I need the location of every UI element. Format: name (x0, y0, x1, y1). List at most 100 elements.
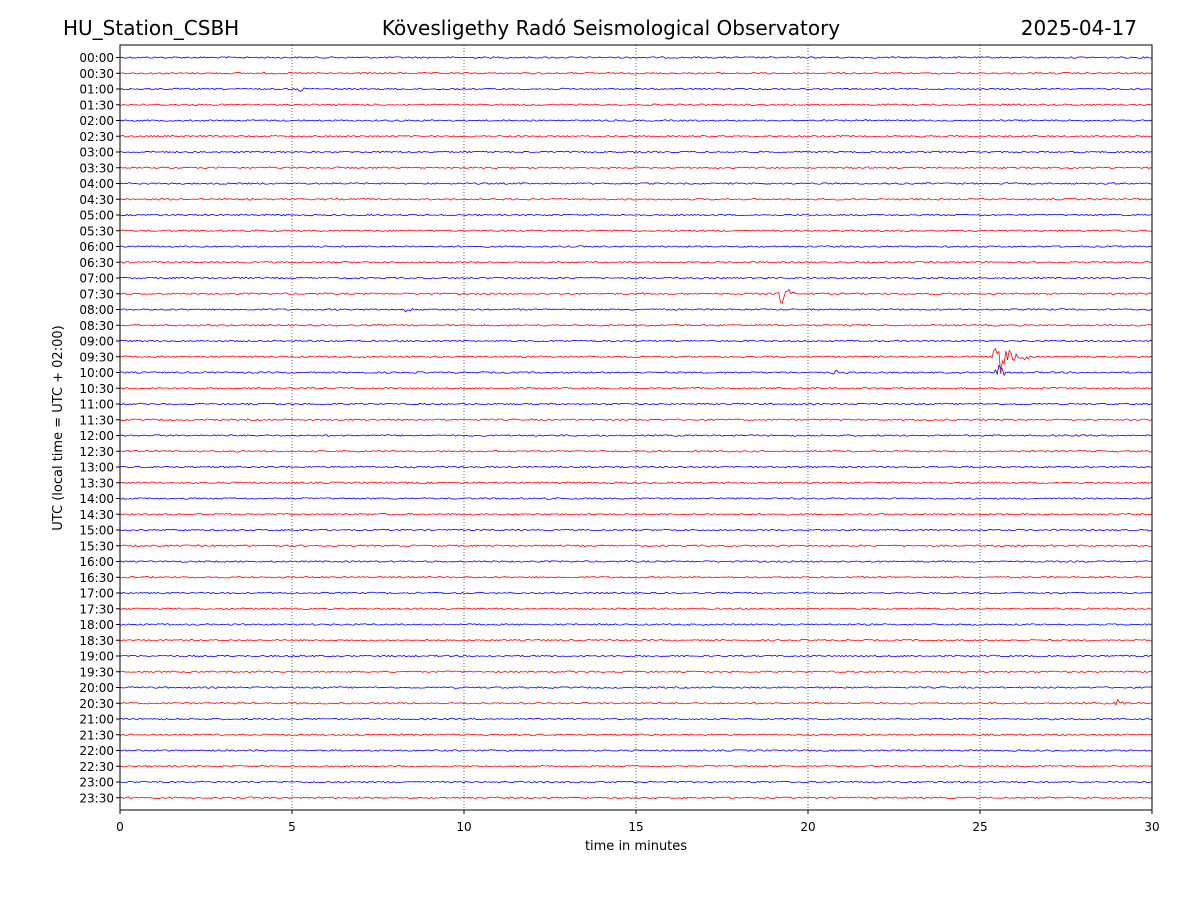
y-tick-label: 01:30 (79, 98, 114, 112)
station-label: HU_Station_CSBH (63, 16, 239, 40)
y-axis-label: UTC (local time = UTC + 02:00) (51, 325, 66, 530)
plot-frame (119, 44, 1153, 811)
y-tick-label: 12:30 (79, 445, 114, 459)
y-tick-label: 15:30 (79, 539, 114, 553)
x-tick-label: 20 (800, 820, 815, 834)
trace-1430 (119, 512, 1153, 516)
date-label: 2025-04-17 (1021, 16, 1137, 40)
trace-0200 (119, 119, 1153, 122)
y-tick-label: 06:00 (79, 240, 114, 254)
trace-2130 (119, 733, 1153, 737)
y-tick-label: 15:00 (79, 524, 114, 538)
trace-1830 (119, 638, 1153, 642)
trace-1400 (119, 497, 1153, 500)
y-tick-label: 05:30 (79, 224, 114, 238)
trace-1200 (119, 434, 1153, 437)
trace-1130 (119, 418, 1153, 422)
y-tick-label: 07:00 (79, 272, 114, 286)
trace-1330 (119, 481, 1153, 485)
trace-1800 (119, 623, 1153, 626)
trace-1300 (119, 465, 1153, 469)
y-tick-label: 16:30 (79, 571, 114, 585)
trace-0700 (119, 276, 1153, 280)
y-tick-label: 14:30 (79, 508, 114, 522)
x-axis-label: time in minutes (585, 839, 687, 854)
y-tick-label: 16:00 (79, 555, 114, 569)
trace-1730 (119, 607, 1153, 611)
y-tick-label: 12:00 (79, 429, 114, 443)
y-tick-label: 14:00 (79, 492, 114, 506)
y-tick-label: 20:00 (79, 681, 114, 695)
trace-0100 (119, 87, 1153, 92)
x-axis-ticks: 0 5 10 15 20 25 30 (116, 810, 1160, 834)
trace-0930 (119, 347, 1153, 374)
trace-2200 (119, 749, 1153, 752)
trace-2230 (119, 764, 1153, 768)
y-tick-label: 00:30 (79, 67, 114, 81)
trace-1500 (119, 528, 1153, 532)
y-tick-label: 19:30 (79, 665, 114, 679)
trace-0430 (119, 197, 1153, 201)
y-tick-label: 04:30 (79, 193, 114, 207)
trace-1900 (119, 654, 1153, 658)
y-tick-label: 17:00 (79, 587, 114, 601)
y-tick-label: 11:30 (79, 413, 114, 427)
y-tick-label: 13:30 (79, 476, 114, 490)
x-tick-label: 25 (972, 820, 987, 834)
y-tick-label: 08:30 (79, 319, 114, 333)
y-tick-label: 06:30 (79, 256, 114, 270)
x-tick-label: 15 (628, 820, 643, 834)
y-tick-label: 09:30 (79, 350, 114, 364)
y-tick-label: 01:00 (79, 83, 114, 97)
trace-1000 (119, 364, 1153, 377)
trace-0400 (119, 182, 1153, 185)
trace-0030 (119, 71, 1153, 75)
y-tick-label: 02:00 (79, 114, 114, 128)
trace-0830 (119, 323, 1153, 327)
trace-2300 (119, 780, 1153, 784)
y-tick-label: 08:00 (79, 303, 114, 317)
y-tick-label: 20:30 (79, 697, 114, 711)
y-tick-label: 23:30 (79, 791, 114, 805)
x-tick-label: 30 (1144, 820, 1159, 834)
trace-2100 (119, 717, 1153, 721)
y-tick-label: 22:00 (79, 744, 114, 758)
trace-0900 (119, 339, 1153, 343)
y-tick-label: 00:00 (79, 51, 114, 65)
trace-1230 (119, 449, 1153, 453)
y-tick-label: 05:00 (79, 209, 114, 223)
seismic-traces (119, 56, 1153, 800)
y-tick-label: 09:00 (79, 335, 114, 349)
trace-0500 (119, 213, 1153, 217)
trace-0300 (119, 150, 1153, 154)
trace-0130 (119, 103, 1153, 107)
y-tick-label: 11:00 (79, 398, 114, 412)
y-tick-label: 10:00 (79, 366, 114, 380)
y-tick-label: 17:30 (79, 602, 114, 616)
y-tick-label: 03:00 (79, 146, 114, 160)
trace-1100 (119, 402, 1153, 406)
trace-0530 (119, 229, 1153, 233)
x-tick-label: 5 (288, 820, 296, 834)
trace-2330 (119, 796, 1153, 800)
trace-0330 (119, 166, 1153, 170)
trace-0730 (119, 288, 1153, 304)
trace-2030 (119, 698, 1153, 706)
x-tick-label: 0 (116, 820, 124, 834)
y-tick-label: 10:30 (79, 382, 114, 396)
trace-0800 (119, 307, 1153, 313)
trace-1630 (119, 575, 1153, 579)
trace-1930 (119, 670, 1153, 674)
y-tick-label: 07:30 (79, 287, 114, 301)
y-tick-label: 04:00 (79, 177, 114, 191)
y-tick-label: 18:30 (79, 634, 114, 648)
y-tick-label: 21:30 (79, 728, 114, 742)
x-tick-label: 10 (456, 820, 471, 834)
y-tick-label: 13:00 (79, 461, 114, 475)
trace-0000 (119, 56, 1153, 59)
y-tick-label: 18:00 (79, 618, 114, 632)
chart-title: Kövesligethy Radó Seismological Observat… (382, 16, 840, 40)
